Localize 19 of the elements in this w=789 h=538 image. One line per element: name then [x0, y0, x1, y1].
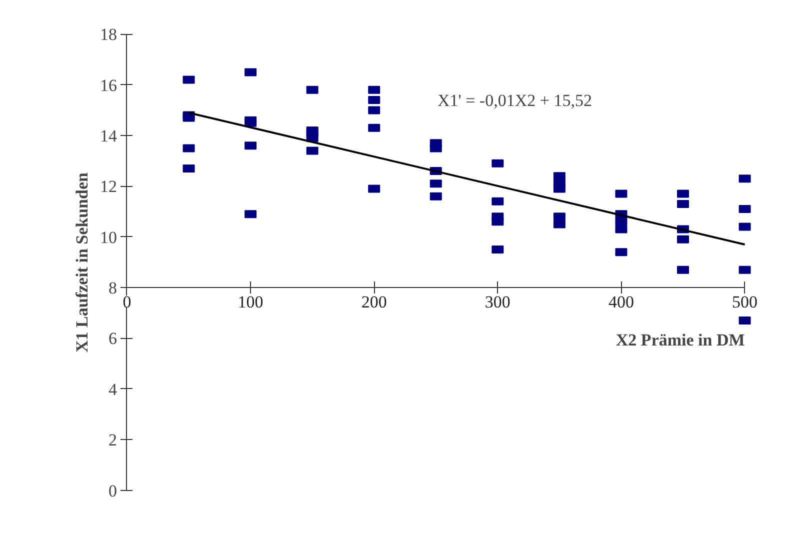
- x-tick-label: 500: [732, 292, 758, 312]
- x-tick-label: 300: [484, 292, 510, 312]
- x-tick-label: 200: [361, 292, 387, 312]
- y-tick-label: 0: [108, 481, 117, 500]
- y-tick-label: 12: [100, 177, 117, 196]
- y-tick-label: 18: [100, 25, 117, 44]
- y-tick-label: 8: [108, 278, 117, 298]
- y-tick-label: 6: [108, 329, 117, 348]
- y-axis-title: X1 Laufzeit in Sekunden: [72, 172, 92, 352]
- y-tick-label: 14: [100, 126, 118, 146]
- annotation: X1' = -0,01X2 + 15,52: [438, 91, 592, 110]
- y-tick-label: 10: [100, 228, 117, 247]
- x-tick-label: 400: [608, 292, 634, 312]
- y-tick-label: 4: [108, 380, 118, 399]
- x-axis-title: X2 Prämie in DM: [616, 330, 745, 350]
- x-tick-label: 100: [238, 292, 264, 312]
- x-tick-label: 0: [122, 292, 132, 312]
- y-tick-label: 16: [100, 76, 117, 95]
- y-tick-label: 2: [108, 430, 117, 450]
